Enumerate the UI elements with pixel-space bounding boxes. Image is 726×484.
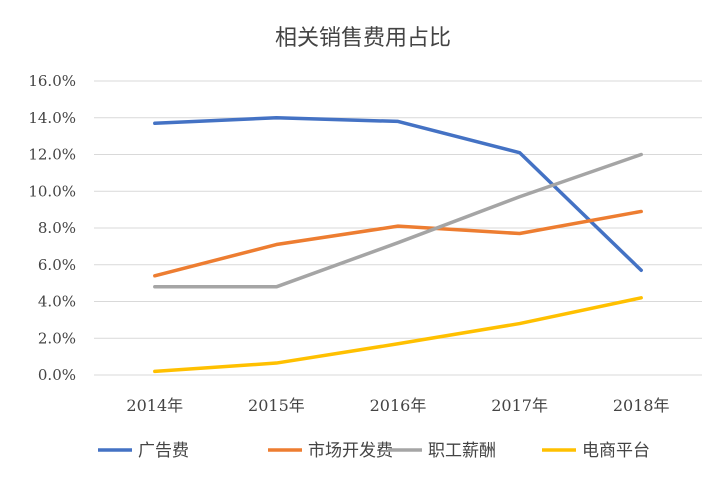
legend-label: 职工薪酬 xyxy=(428,441,496,461)
y-tick-label: 2.0% xyxy=(38,329,76,347)
y-tick-label: 10.0% xyxy=(28,182,76,200)
series-line-1 xyxy=(153,209,643,278)
x-tick-label: 2018年 xyxy=(613,396,670,415)
y-tick-label: 12.0% xyxy=(28,146,76,164)
series-line-3 xyxy=(153,296,643,374)
x-tick-label: 2017年 xyxy=(491,396,548,415)
series-line-2 xyxy=(153,152,643,289)
x-tick-label: 2015年 xyxy=(248,396,305,415)
y-tick-label: 8.0% xyxy=(38,219,76,237)
series-line-0 xyxy=(153,116,643,273)
x-tick-label: 2014年 xyxy=(126,396,183,415)
y-tick-label: 0.0% xyxy=(38,366,76,384)
legend-label: 广告费 xyxy=(138,441,189,461)
legend-label: 市场开发费 xyxy=(308,441,393,461)
chart-title: 相关销售费用占比 xyxy=(275,26,451,51)
y-tick-label: 14.0% xyxy=(28,109,76,127)
x-tick-label: 2016年 xyxy=(370,396,427,415)
legend-label: 电商平台 xyxy=(582,441,650,461)
y-tick-label: 4.0% xyxy=(38,293,76,311)
y-tick-label: 16.0% xyxy=(28,72,76,90)
y-tick-label: 6.0% xyxy=(38,256,76,274)
